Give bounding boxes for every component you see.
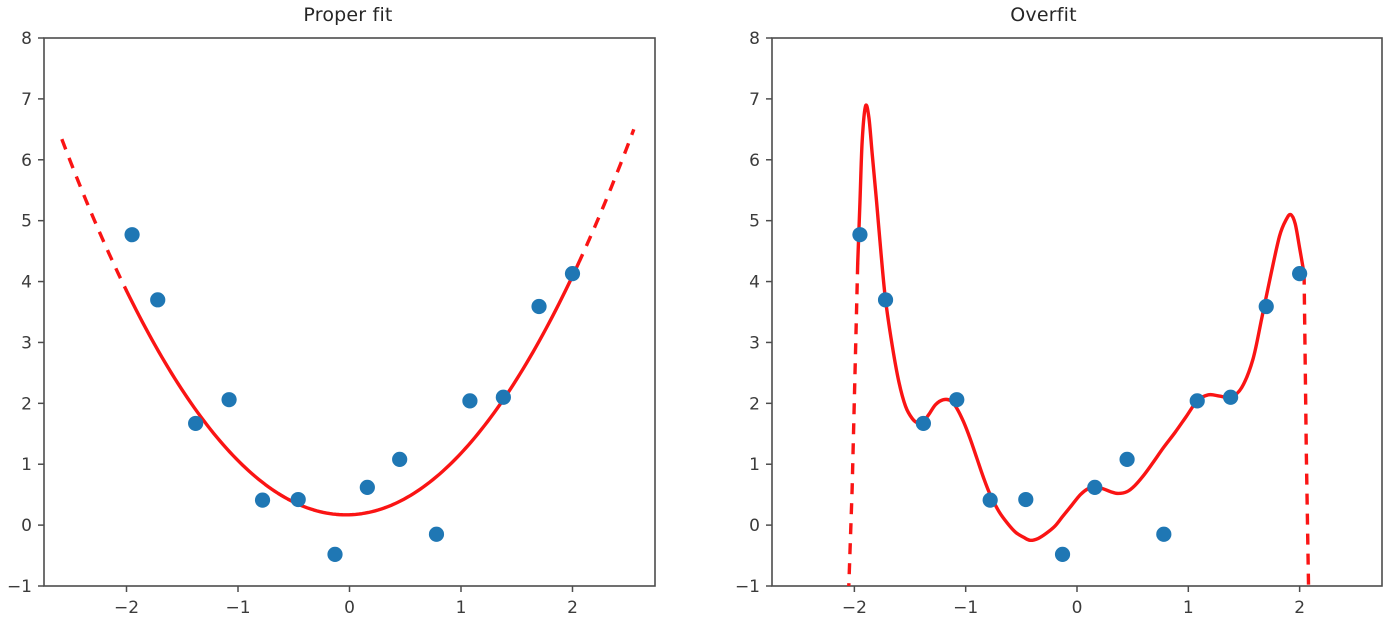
fit-curve-solid: [856, 103, 1306, 543]
y-tick-label: 6: [749, 151, 760, 171]
fit-curve-extrapolated: [847, 263, 860, 587]
y-tick-label: 2: [21, 394, 32, 414]
scatter-series: [124, 227, 581, 562]
data-point: [327, 546, 343, 562]
x-tick-label: 1: [1183, 598, 1194, 618]
data-point: [1156, 526, 1172, 542]
data-point: [564, 266, 581, 282]
y-tick-label: −1: [7, 577, 32, 597]
y-tick-label: 0: [21, 516, 32, 536]
panel-title-proper-fit: Proper fit: [303, 4, 393, 26]
data-point: [1258, 298, 1274, 315]
data-point: [495, 389, 511, 405]
y-tick-label: 4: [21, 273, 32, 293]
data-point: [124, 227, 140, 243]
data-point: [531, 298, 547, 315]
y-tick-label: 6: [21, 151, 32, 171]
axes-overfit: −2 −1 0 1 2 −1 0 1 2 3 4 5 6 7 8: [735, 29, 1383, 618]
x-tick-label: −1: [953, 598, 978, 618]
y-tick-label: 4: [749, 273, 760, 293]
y-tick-label: 0: [749, 516, 760, 536]
y-tick-label: 2: [749, 394, 760, 414]
panel-title-overfit: Overfit: [1010, 4, 1077, 26]
y-tick-label: 1: [749, 455, 760, 475]
data-point: [1119, 451, 1135, 467]
y-tick-label: 8: [21, 29, 32, 49]
x-tick-label: −2: [114, 598, 139, 618]
data-point: [1292, 266, 1308, 282]
scatter-series: [852, 227, 1308, 562]
data-point: [392, 451, 408, 467]
data-point: [915, 415, 931, 432]
fit-curve-extrapolated: [576, 128, 636, 265]
data-point: [462, 393, 478, 409]
x-tick-label: 0: [1072, 598, 1083, 618]
data-point: [290, 491, 306, 508]
y-tick-label: 7: [21, 90, 32, 110]
data-point: [982, 492, 998, 508]
y-tick-label: 3: [21, 333, 32, 353]
y-tick-label: 5: [21, 212, 32, 232]
data-point: [1189, 393, 1205, 409]
y-tick-label: 3: [749, 333, 760, 353]
y-tick-label: 5: [749, 212, 760, 232]
panel-proper-fit: Proper fit −2 −1 0 1 2 −1 0 1 2 3 4 5 6 7 8: [7, 4, 656, 618]
data-point: [359, 479, 375, 495]
data-point: [1054, 546, 1071, 562]
fit-curve-extrapolated: [60, 138, 129, 292]
data-point: [188, 415, 204, 432]
data-point: [877, 292, 894, 308]
axes-proper-fit: −2 −1 0 1 2 −1 0 1 2 3 4 5 6 7 8: [7, 29, 656, 618]
x-tick-label: 2: [1294, 598, 1305, 618]
panel-overfit: Overfit −2 −1 0 1 2 −1 0 1 2 3 4 5 6 7 8: [696, 0, 1391, 628]
data-point: [254, 492, 271, 508]
data-point: [1223, 389, 1239, 405]
data-point: [150, 292, 166, 308]
x-tick-label: 0: [344, 598, 355, 618]
x-tick-label: −2: [842, 598, 867, 618]
data-point: [428, 526, 445, 542]
data-point: [949, 392, 965, 408]
data-point: [1087, 479, 1103, 495]
x-tick-label: 1: [456, 598, 467, 618]
y-tick-label: 8: [749, 29, 760, 49]
x-tick-label: 2: [567, 598, 578, 618]
y-tick-label: 1: [21, 455, 32, 475]
data-point: [852, 227, 868, 243]
fit-curve-solid: [124, 262, 580, 517]
y-tick-label: 7: [749, 90, 760, 110]
data-point: [221, 392, 237, 408]
data-point: [1018, 491, 1034, 508]
x-tick-label: −1: [225, 598, 250, 618]
fit-curve-extrapolated: [1302, 273, 1311, 587]
y-tick-label: −1: [735, 577, 760, 597]
